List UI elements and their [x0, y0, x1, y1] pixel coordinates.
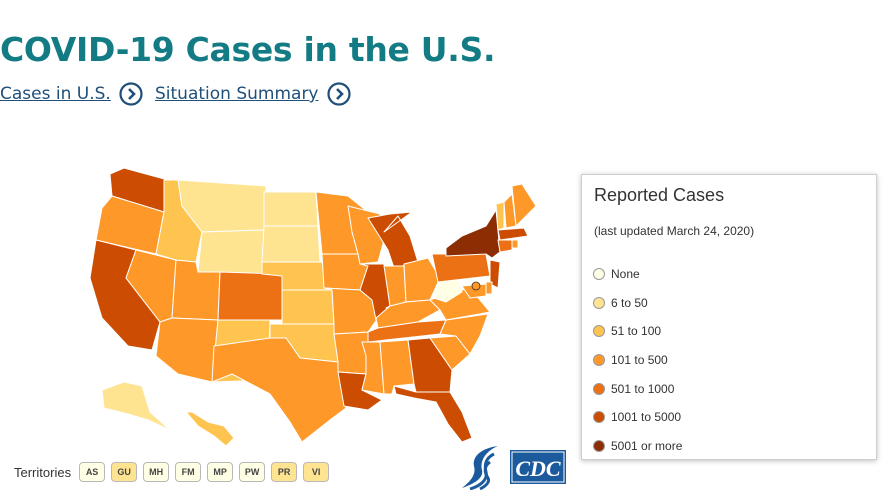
legend-label: None [611, 267, 640, 282]
state-oh[interactable] [403, 257, 441, 303]
cases-in-us-label: Cases in U.S. [0, 84, 111, 104]
territory-button-as[interactable]: AS [79, 462, 106, 482]
state-nd[interactable] [263, 191, 319, 227]
legend-label: 6 to 50 [611, 295, 648, 310]
legend-label: 501 to 1000 [611, 381, 675, 396]
situation-summary-label: Situation Summary [155, 84, 319, 104]
territory-button-mh[interactable]: MH [143, 462, 170, 482]
legend-item: 501 to 1000 [593, 374, 682, 403]
legend-swatch [593, 325, 605, 338]
legend-swatch [593, 296, 605, 309]
state-wy[interactable] [197, 229, 265, 275]
dc-marker[interactable] [471, 281, 481, 291]
legend-item: None [593, 260, 682, 289]
state-sd[interactable] [261, 225, 321, 263]
state-ct[interactable] [497, 239, 513, 253]
state-co[interactable] [217, 271, 283, 321]
territory-button-vi[interactable]: VI [303, 462, 330, 482]
legend-list: None 6 to 50 51 to 100 101 to 500 501 to 100… [593, 260, 682, 460]
situation-summary-link[interactable]: Situation Summary [155, 82, 351, 106]
cases-in-us-link[interactable]: Cases in U.S. [0, 82, 143, 106]
logos: CDC [458, 442, 568, 492]
state-nj[interactable] [489, 259, 501, 289]
state-az[interactable] [155, 317, 219, 383]
legend-title: Reported Cases [594, 185, 725, 205]
chevron-right-circle-icon [119, 82, 143, 106]
territory-button-fm[interactable]: FM [175, 462, 202, 482]
state-ma[interactable] [497, 227, 529, 241]
state-ak[interactable] [101, 381, 171, 431]
legend-updated: (last updated March 24, 2020) [594, 224, 755, 238]
territory-buttons: AS GU MH FM MP PW PR VI [79, 462, 330, 482]
legend-swatch [593, 382, 605, 395]
legend-label: 5001 or more [611, 438, 683, 453]
page-title: COVID-19 Cases in the U.S. [0, 30, 496, 69]
legend-swatch [593, 439, 605, 452]
state-ar[interactable] [333, 331, 371, 375]
map-legend: Reported Cases (last updated March 24, 2… [581, 174, 877, 460]
state-hi[interactable] [185, 411, 235, 447]
territory-button-pw[interactable]: PW [239, 462, 266, 482]
state-mi[interactable] [367, 211, 419, 269]
legend-swatch [593, 354, 605, 367]
chevron-right-circle-icon [326, 82, 351, 106]
hhs-eagle-logo [462, 446, 498, 490]
cdc-logo: CDC [510, 450, 566, 484]
territory-button-gu[interactable]: GU [111, 462, 138, 482]
legend-item: 101 to 500 [593, 346, 682, 375]
legend-swatch [593, 268, 605, 281]
legend-swatch [593, 411, 605, 424]
state-ks[interactable] [281, 289, 335, 325]
state-de[interactable] [485, 281, 493, 295]
legend-item: 1001 to 5000 [593, 403, 682, 432]
us-choropleth-map [89, 167, 537, 447]
state-fl[interactable] [393, 385, 473, 443]
state-ny[interactable] [445, 209, 501, 259]
legend-label: 1001 to 5000 [611, 410, 682, 425]
territories-bar: Territories AS GU MH FM MP PW PR VI [14, 462, 330, 482]
state-tx[interactable] [211, 337, 347, 443]
legend-item: 5001 or more [593, 432, 682, 461]
legend-label: 51 to 100 [611, 324, 662, 339]
cdc-logo-text: CDC [515, 456, 561, 481]
state-pa[interactable] [431, 253, 491, 283]
legend-item: 6 to 50 [593, 289, 682, 318]
state-me[interactable] [511, 183, 537, 227]
territory-button-mp[interactable]: MP [207, 462, 234, 482]
state-ri[interactable] [511, 239, 519, 249]
territory-button-pr[interactable]: PR [271, 462, 298, 482]
territories-label: Territories [14, 464, 72, 480]
state-vt[interactable] [495, 201, 505, 231]
legend-label: 101 to 500 [611, 353, 668, 368]
legend-item: 51 to 100 [593, 317, 682, 346]
